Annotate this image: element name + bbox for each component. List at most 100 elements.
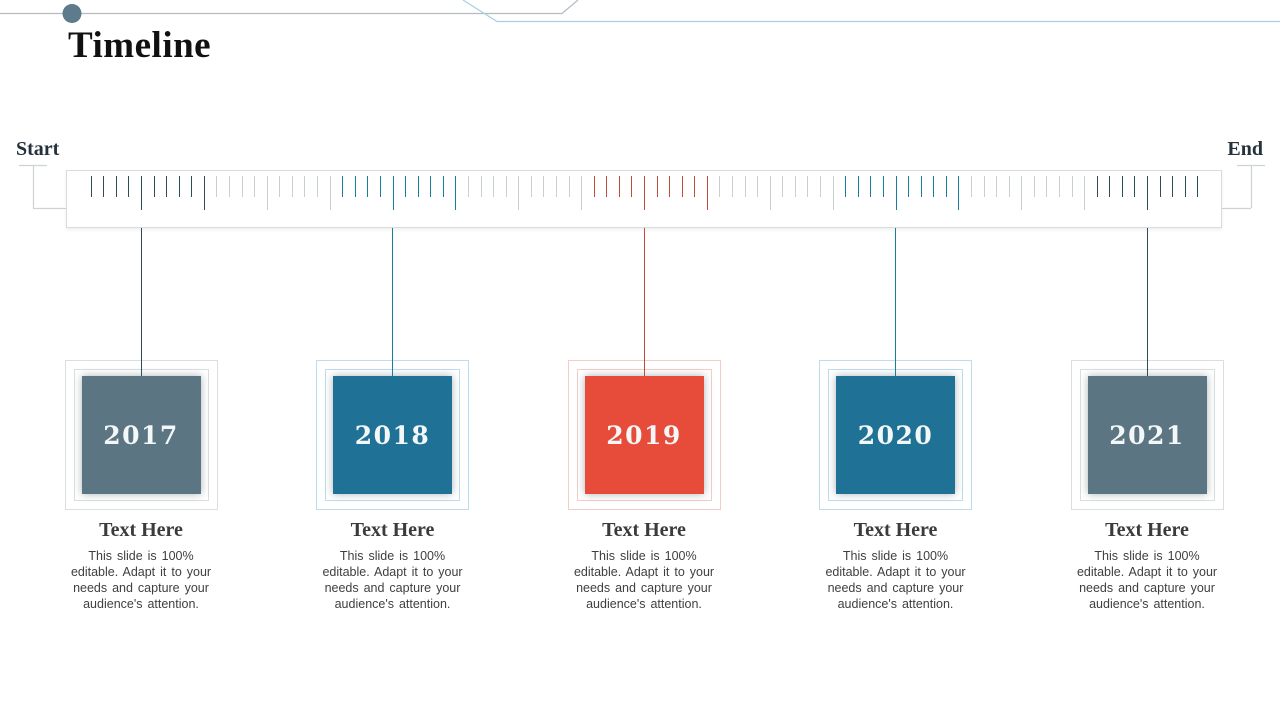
ruler-tick-minor [1121, 176, 1123, 197]
ruler-tick-minor [945, 176, 947, 197]
year-label: 2019 [606, 420, 682, 450]
ruler-tick-minor [467, 176, 469, 197]
item-description: This slide is 100% editable. Adapt it to… [825, 549, 966, 611]
ruler-tick-major [203, 176, 205, 210]
timeline-item-2018: 2018 Text Here This slide is 100% editab… [303, 360, 483, 612]
year-box: 2021 [1087, 376, 1207, 494]
ruler-tick-minor [908, 176, 910, 197]
timeline-item-2020: 2020 Text Here This slide is 100% editab… [806, 360, 986, 612]
page-title: Timeline [68, 25, 212, 66]
year-label: 2018 [354, 420, 431, 450]
ruler-tick-minor [191, 176, 193, 197]
ruler-tick-minor [1033, 176, 1035, 197]
ruler-tick-minor [543, 176, 545, 197]
ruler-tick-minor [681, 176, 683, 197]
ruler-tick-minor [970, 176, 972, 197]
ruler-tick-minor [342, 176, 344, 197]
connector-line-2020 [895, 228, 896, 376]
item-description: This slide is 100% editable. Adapt it to… [322, 549, 463, 611]
ruler-tick-minor [530, 176, 532, 197]
ruler-tick-minor [291, 176, 293, 197]
ruler-tick-minor [166, 176, 168, 197]
ruler-tick-major [518, 176, 520, 210]
ruler-tick-minor [442, 176, 444, 197]
ruler-tick-major [958, 176, 960, 210]
ruler-tick-major [1084, 176, 1086, 210]
ruler-tick-minor [1046, 176, 1048, 197]
ruler-tick-minor [555, 176, 557, 197]
ruler-tick-minor [317, 176, 319, 197]
ruler-tick-major [769, 176, 771, 210]
ruler-tick-minor [430, 176, 432, 197]
ruler-tick-minor [669, 176, 671, 197]
dot-marker-icon [62, 4, 82, 23]
ruler-tick-minor [480, 176, 482, 197]
ruler-tick-minor [254, 176, 256, 197]
ruler-tick-minor [807, 176, 809, 197]
ruler-tick-minor [354, 176, 356, 197]
item-heading: Text Here [853, 519, 938, 541]
ruler-tick-major [644, 176, 645, 210]
connector-line-2019 [643, 228, 645, 376]
ruler-tick-minor [870, 176, 872, 197]
ruler-tick-minor [229, 176, 231, 197]
ruler-tick-minor [794, 176, 796, 197]
year-box: 2018 [333, 376, 452, 494]
ruler-tick-minor [1134, 176, 1136, 197]
item-heading: Text Here [602, 519, 686, 541]
timeline-item-2017: 2017 Text Here This slide is 100% editab… [51, 360, 231, 612]
year-frame: 2017 [64, 360, 218, 510]
year-label: 2021 [1109, 420, 1185, 450]
year-frame: 2019 [567, 360, 721, 510]
ruler-tick-minor [493, 176, 495, 197]
ruler-tick-minor [996, 176, 998, 197]
end-bracket [1222, 164, 1265, 210]
ruler-tick-minor [405, 176, 407, 197]
ruler-tick-minor [933, 176, 935, 197]
ruler-tick-minor [744, 176, 746, 197]
year-frame: 2020 [819, 360, 972, 510]
ruler-tick-minor [1159, 176, 1161, 197]
ruler-tick-minor [1058, 176, 1060, 197]
year-frame: 2018 [316, 360, 469, 510]
ruler-tick-major [141, 176, 142, 210]
ruler-tick-minor [1184, 176, 1186, 197]
ruler-tick-minor [367, 176, 369, 197]
year-label: 2020 [857, 420, 934, 450]
ruler-tick-minor [128, 176, 130, 197]
ruler-tick-minor [983, 176, 985, 197]
ruler-tick-major [832, 176, 834, 210]
ruler-tick-minor [857, 176, 859, 197]
ruler-tick-major [455, 176, 457, 210]
ruler-tick-minor [920, 176, 922, 197]
item-description: This slide is 100% editable. Adapt it to… [70, 549, 212, 611]
ruler-tick-minor [631, 176, 633, 197]
ruler-tick-minor [1008, 176, 1010, 197]
ruler-tick-minor [694, 176, 696, 197]
ruler-tick-minor [417, 176, 419, 197]
timeline-item-2021: 2021 Text Here This slide is 100% editab… [1057, 360, 1237, 612]
year-label: 2017 [103, 420, 179, 450]
ruler-tick-minor [1071, 176, 1073, 197]
ruler-tick-minor [153, 176, 155, 197]
ruler-tick-minor [593, 176, 595, 197]
item-description: This slide is 100% editable. Adapt it to… [1076, 549, 1218, 611]
ruler-tick-minor [90, 176, 92, 197]
timeline-item-2019: 2019 Text Here This slide is 100% editab… [554, 360, 734, 612]
ruler-tick-minor [618, 176, 620, 197]
ruler-tick-minor [782, 176, 784, 197]
year-box: 2019 [584, 376, 704, 494]
ruler-tick-major [706, 176, 708, 210]
ruler-tick-minor [279, 176, 281, 197]
year-box: 2017 [81, 376, 201, 494]
item-heading: Text Here [99, 519, 183, 541]
connector-line-2017 [140, 228, 142, 376]
ruler-tick-minor [1096, 176, 1098, 197]
ruler-tick-minor [1197, 176, 1199, 197]
ruler-tick-minor [103, 176, 105, 197]
ruler-tick-major [581, 176, 583, 210]
ruler-tick-minor [241, 176, 243, 197]
ruler-tick-minor [820, 176, 822, 197]
ruler-tick-minor [1109, 176, 1111, 197]
